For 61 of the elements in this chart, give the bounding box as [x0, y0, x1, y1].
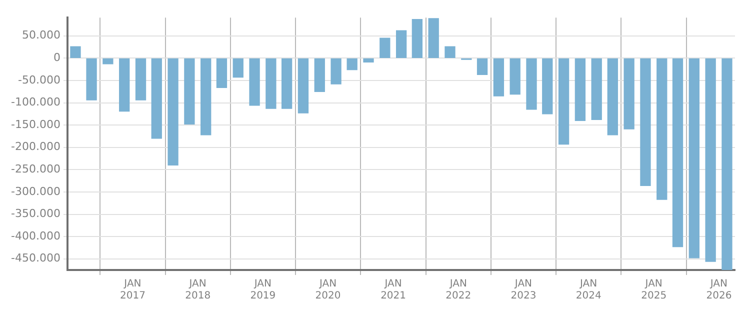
y-tick-label: -150.000	[10, 118, 60, 131]
bar	[574, 58, 586, 121]
bar	[493, 58, 504, 96]
y-tick-label: -300.000	[10, 184, 60, 198]
bar	[151, 58, 162, 139]
bar	[476, 58, 488, 76]
bar	[412, 19, 423, 58]
bar	[249, 58, 260, 106]
y-tick-label: -200.000	[10, 140, 60, 154]
x-tick-label: JAN 2017	[120, 278, 146, 302]
bar	[624, 58, 634, 130]
bar	[526, 58, 537, 110]
x-tick-label: JAN 2018	[185, 278, 211, 302]
y-tick-label: -450.000	[10, 252, 60, 265]
bar	[102, 58, 114, 64]
bar	[510, 58, 520, 95]
y-tick-label: -100.000	[10, 96, 60, 109]
bar	[656, 58, 668, 200]
y-tick-label: 50.000	[22, 28, 60, 42]
bar	[705, 58, 716, 262]
bar	[216, 58, 228, 88]
bar	[428, 18, 439, 58]
bar	[558, 58, 570, 145]
bar	[640, 58, 651, 186]
y-tick-label: 0	[53, 51, 60, 64]
y-tick-label: -400.000	[10, 229, 60, 242]
bar	[330, 58, 342, 84]
bar	[607, 58, 618, 136]
x-tick-label: JAN 2024	[576, 278, 602, 302]
y-tick-label: -50.000	[18, 73, 60, 86]
bar	[184, 58, 195, 125]
y-tick-label: -350.000	[10, 207, 60, 220]
bar	[591, 58, 602, 120]
x-tick-label: JAN 2021	[380, 278, 406, 302]
x-tick-label: JAN 2019	[250, 278, 276, 302]
bar	[86, 58, 97, 100]
bar	[346, 58, 358, 70]
bar	[70, 46, 81, 58]
bar	[672, 58, 684, 248]
x-tick-label: JAN 2026	[706, 278, 732, 302]
bar	[135, 58, 146, 100]
x-tick-label: JAN 2025	[641, 278, 667, 302]
x-tick-label: JAN 2022	[446, 278, 472, 302]
x-tick-label: JAN 2023	[510, 278, 536, 302]
bar	[444, 46, 456, 58]
bar	[722, 58, 732, 270]
bar	[396, 30, 407, 58]
bar	[363, 58, 374, 63]
bar	[200, 58, 212, 136]
bar	[298, 58, 309, 114]
x-tick-label: JAN 2020	[315, 278, 341, 302]
bar	[168, 58, 178, 166]
bar	[119, 58, 130, 112]
bar	[688, 58, 700, 258]
bar	[542, 58, 553, 114]
bar	[281, 58, 292, 109]
y-tick-label: -250.000	[10, 162, 60, 176]
bar	[314, 58, 325, 92]
bar	[266, 58, 276, 109]
bar	[232, 58, 244, 78]
bar	[380, 38, 390, 58]
